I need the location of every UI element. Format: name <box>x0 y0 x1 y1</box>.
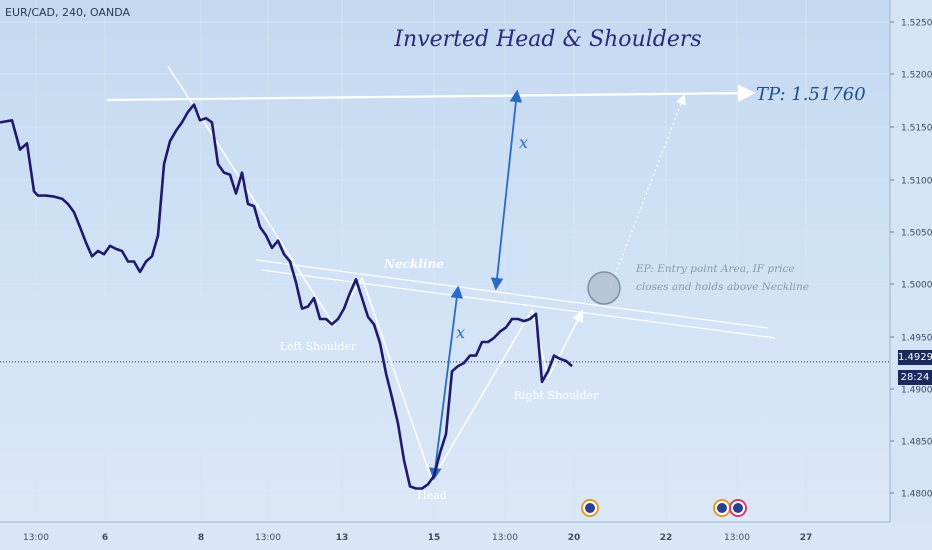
head-label: Head <box>417 489 447 502</box>
measure-label-lower: x <box>456 323 465 342</box>
x-tick-label: 27 <box>800 533 813 543</box>
x-tick-label: 13:00 <box>255 533 281 543</box>
y-tick-label: 1.52000 <box>901 71 932 81</box>
y-tick-label: 1.49500 <box>901 334 932 344</box>
right-shoulder-up <box>548 312 582 378</box>
y-tick-label: 1.51000 <box>901 177 932 187</box>
measure-label-upper: x <box>519 133 528 152</box>
projection-line <box>610 96 684 288</box>
current-price-tag: 1.49290 <box>898 350 932 365</box>
ep-note-line2: closes and holds above Neckline <box>636 281 809 293</box>
entry-point-circle <box>588 272 620 304</box>
y-tick-label: 1.50500 <box>901 229 932 239</box>
y-tick-label: 1.48000 <box>901 490 932 500</box>
tp-line <box>107 93 752 100</box>
x-tick-label: 13:00 <box>23 533 49 543</box>
right-shoulder-label: Right Shoulder <box>514 389 599 402</box>
tp-label: TP: 1.51760 <box>756 84 866 105</box>
y-tick-label: 1.51500 <box>901 124 932 134</box>
measure-arrow-upper <box>496 92 517 288</box>
countdown-tag: 28:24 <box>898 370 932 385</box>
measure-arrow-lower <box>434 288 458 478</box>
chart-title: Inverted Head & Shoulders <box>393 27 701 52</box>
event-icon-core <box>717 503 727 513</box>
x-tick-label: 22 <box>660 533 673 543</box>
y-tick-label: 1.52500 <box>901 19 932 29</box>
x-tick-label: 15 <box>428 533 441 543</box>
event-icon-core <box>585 503 595 513</box>
x-tick-label: 13:00 <box>492 533 518 543</box>
x-tick-label: 13 <box>336 533 349 543</box>
ep-note-line1: EP: Entry point Area, IF price <box>635 263 795 275</box>
y-tick-label: 1.49000 <box>901 386 932 396</box>
symbol-info: EUR/CAD, 240, OANDA <box>5 6 130 19</box>
head-down <box>362 278 432 480</box>
x-tick-label: 13:00 <box>724 533 750 543</box>
price-axis-bg <box>890 0 932 550</box>
x-tick-label: 8 <box>198 533 204 543</box>
x-tick-label: 6 <box>102 533 108 543</box>
y-tick-label: 1.48500 <box>901 438 932 448</box>
price-series-line <box>0 105 572 489</box>
time-axis-bg <box>0 522 932 550</box>
event-icon-core <box>733 503 743 513</box>
y-tick-label: 1.50000 <box>901 281 932 291</box>
left-shoulder-label: Left Shoulder <box>280 340 357 353</box>
x-tick-label: 20 <box>568 533 581 543</box>
neckline-label: Neckline <box>383 257 444 271</box>
